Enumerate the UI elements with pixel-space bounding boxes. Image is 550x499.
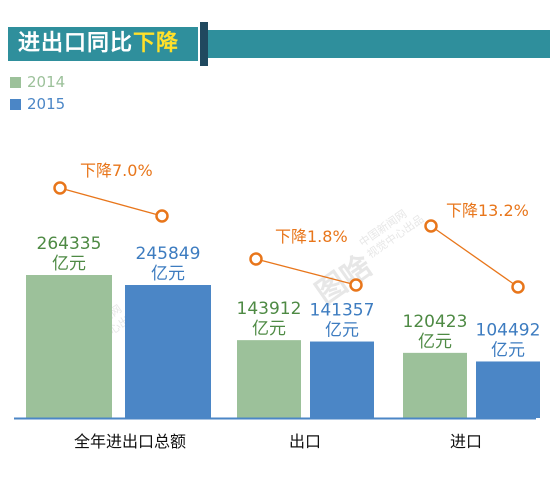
unit-label: 亿元 [491, 340, 525, 360]
unit-label: 亿元 [52, 254, 86, 274]
value-label: 245849 [136, 244, 201, 264]
bar-2015-1 [310, 341, 374, 418]
decline-annotation: 下降13.2% [446, 201, 529, 220]
decline-annotation: 下降7.0% [80, 161, 153, 180]
legend-item-2014: 2014 [10, 72, 65, 92]
chart-title: 进出口同比下降 [8, 27, 198, 61]
decline-marker-start [424, 219, 438, 233]
unit-label: 亿元 [418, 332, 452, 352]
value-label: 104492 [476, 320, 541, 340]
legend-item-2015: 2015 [10, 94, 65, 114]
bar-2014-2 [403, 352, 467, 418]
bar-2014-1 [237, 340, 301, 418]
title-part-2: 同比 [87, 31, 134, 56]
title-part-1: 进出口 [18, 31, 88, 56]
unit-label: 亿元 [151, 264, 185, 284]
category-label: 出口 [289, 432, 321, 451]
decline-marker-end [349, 278, 363, 292]
value-label: 143912 [237, 299, 302, 319]
decline-marker-start [53, 181, 67, 195]
header-accent-bar [200, 22, 208, 66]
value-label: 120423 [403, 312, 468, 332]
decline-connector [255, 258, 357, 286]
decline-annotation: 下降1.8% [275, 227, 348, 246]
value-label: 264335 [37, 234, 102, 254]
legend-label-2014: 2014 [27, 73, 66, 91]
decline-connector [430, 225, 519, 288]
legend-swatch-2014 [10, 76, 21, 88]
decline-marker-start [249, 252, 263, 266]
category-label: 全年进出口总额 [74, 432, 186, 451]
bar-2015-2 [476, 361, 540, 418]
unit-label: 亿元 [325, 321, 359, 341]
decline-marker-end [511, 280, 525, 294]
unit-label: 亿元 [252, 319, 286, 339]
value-label: 141357 [310, 301, 375, 321]
bar-2015-0 [125, 285, 211, 418]
title-part-3: 下降 [133, 31, 180, 56]
bar-2014-0 [26, 275, 112, 418]
decline-marker-end [155, 209, 169, 223]
legend-label-2015: 2015 [27, 95, 66, 113]
decline-connector [59, 187, 163, 217]
category-label: 进口 [450, 432, 482, 451]
legend-swatch-2015 [10, 98, 21, 110]
